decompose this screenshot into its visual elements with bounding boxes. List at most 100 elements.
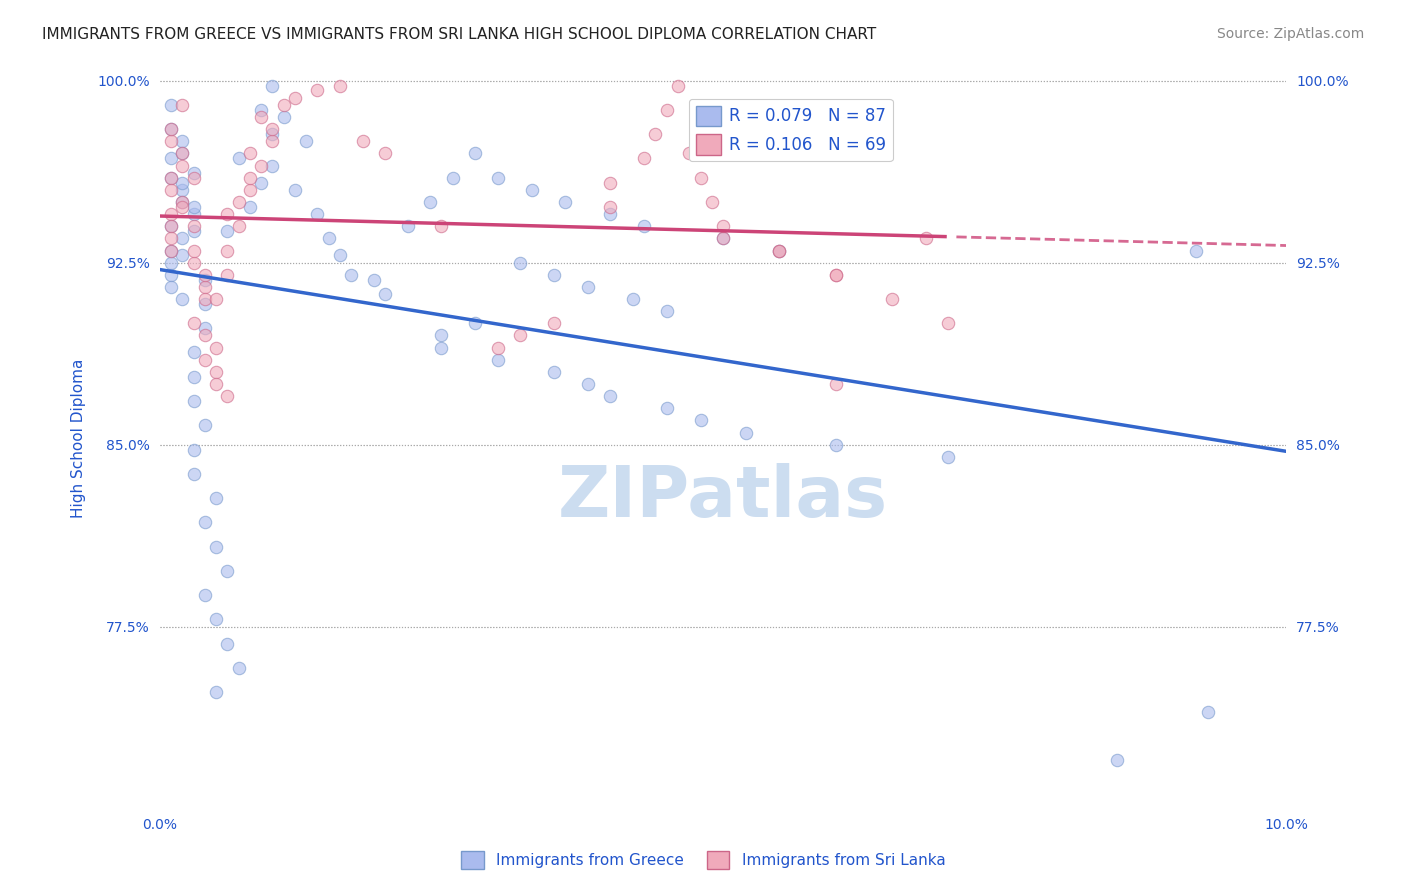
Point xyxy=(172,176,194,190)
Point xyxy=(711,231,734,245)
Point xyxy=(824,376,846,391)
Point xyxy=(172,159,194,173)
Point xyxy=(160,244,183,258)
Point xyxy=(599,207,621,221)
Point xyxy=(768,244,790,258)
Point xyxy=(172,200,194,214)
Point xyxy=(655,401,678,416)
Point xyxy=(734,425,756,440)
Point xyxy=(228,661,250,675)
Point xyxy=(678,146,700,161)
Point xyxy=(768,244,790,258)
Legend: Immigrants from Greece, Immigrants from Sri Lanka: Immigrants from Greece, Immigrants from … xyxy=(454,845,952,875)
Point xyxy=(160,207,183,221)
Point xyxy=(194,268,217,282)
Point xyxy=(824,268,846,282)
Point xyxy=(172,146,194,161)
Point xyxy=(183,200,205,214)
Point xyxy=(217,389,239,403)
Point xyxy=(486,341,509,355)
Point xyxy=(340,268,363,282)
Point xyxy=(172,194,194,209)
Point xyxy=(554,194,576,209)
Point xyxy=(655,304,678,318)
Point xyxy=(486,352,509,367)
Point xyxy=(374,287,396,301)
Point xyxy=(250,103,273,117)
Point xyxy=(194,516,217,530)
Point xyxy=(183,244,205,258)
Point xyxy=(205,491,228,505)
Point xyxy=(194,321,217,335)
Point xyxy=(666,78,689,93)
Point xyxy=(183,207,205,221)
Point xyxy=(194,418,217,433)
Point xyxy=(160,268,183,282)
Point xyxy=(1185,244,1208,258)
Point xyxy=(183,224,205,238)
Point xyxy=(160,231,183,245)
Point xyxy=(172,98,194,112)
Point xyxy=(205,376,228,391)
Point xyxy=(599,200,621,214)
Point xyxy=(194,280,217,294)
Point xyxy=(262,159,284,173)
Point xyxy=(284,183,307,197)
Point xyxy=(938,316,960,330)
Point xyxy=(160,170,183,185)
Point xyxy=(329,78,352,93)
Point xyxy=(194,273,217,287)
Point xyxy=(250,176,273,190)
Point xyxy=(1107,753,1129,767)
Legend: R = 0.079   N = 87, R = 0.106   N = 69: R = 0.079 N = 87, R = 0.106 N = 69 xyxy=(689,99,893,161)
Point xyxy=(172,183,194,197)
Point xyxy=(160,122,183,136)
Point xyxy=(464,316,486,330)
Point xyxy=(183,442,205,457)
Point xyxy=(633,151,655,165)
Point xyxy=(262,78,284,93)
Point xyxy=(543,268,565,282)
Point xyxy=(430,341,453,355)
Point xyxy=(194,352,217,367)
Point xyxy=(239,170,262,185)
Point xyxy=(284,90,307,104)
Point xyxy=(160,151,183,165)
Point xyxy=(217,637,239,651)
Point xyxy=(205,612,228,626)
Point xyxy=(644,127,666,141)
Point xyxy=(599,389,621,403)
Point xyxy=(183,394,205,409)
Point xyxy=(250,110,273,124)
Point xyxy=(543,365,565,379)
Point xyxy=(689,170,711,185)
Point xyxy=(183,166,205,180)
Point xyxy=(824,268,846,282)
Point xyxy=(228,194,250,209)
Point xyxy=(228,151,250,165)
Point xyxy=(205,292,228,306)
Point xyxy=(160,134,183,148)
Point xyxy=(633,219,655,234)
Point xyxy=(768,244,790,258)
Point xyxy=(486,170,509,185)
Point xyxy=(183,170,205,185)
Point xyxy=(194,292,217,306)
Point xyxy=(621,292,644,306)
Point xyxy=(262,127,284,141)
Point xyxy=(205,685,228,699)
Point xyxy=(419,194,441,209)
Point xyxy=(183,316,205,330)
Point xyxy=(576,280,599,294)
Point xyxy=(655,103,678,117)
Point xyxy=(172,134,194,148)
Point xyxy=(273,110,295,124)
Point xyxy=(711,219,734,234)
Point xyxy=(295,134,318,148)
Point xyxy=(915,231,938,245)
Point xyxy=(172,231,194,245)
Point xyxy=(205,365,228,379)
Point xyxy=(160,255,183,269)
Point xyxy=(374,146,396,161)
Y-axis label: High School Diploma: High School Diploma xyxy=(72,359,86,518)
